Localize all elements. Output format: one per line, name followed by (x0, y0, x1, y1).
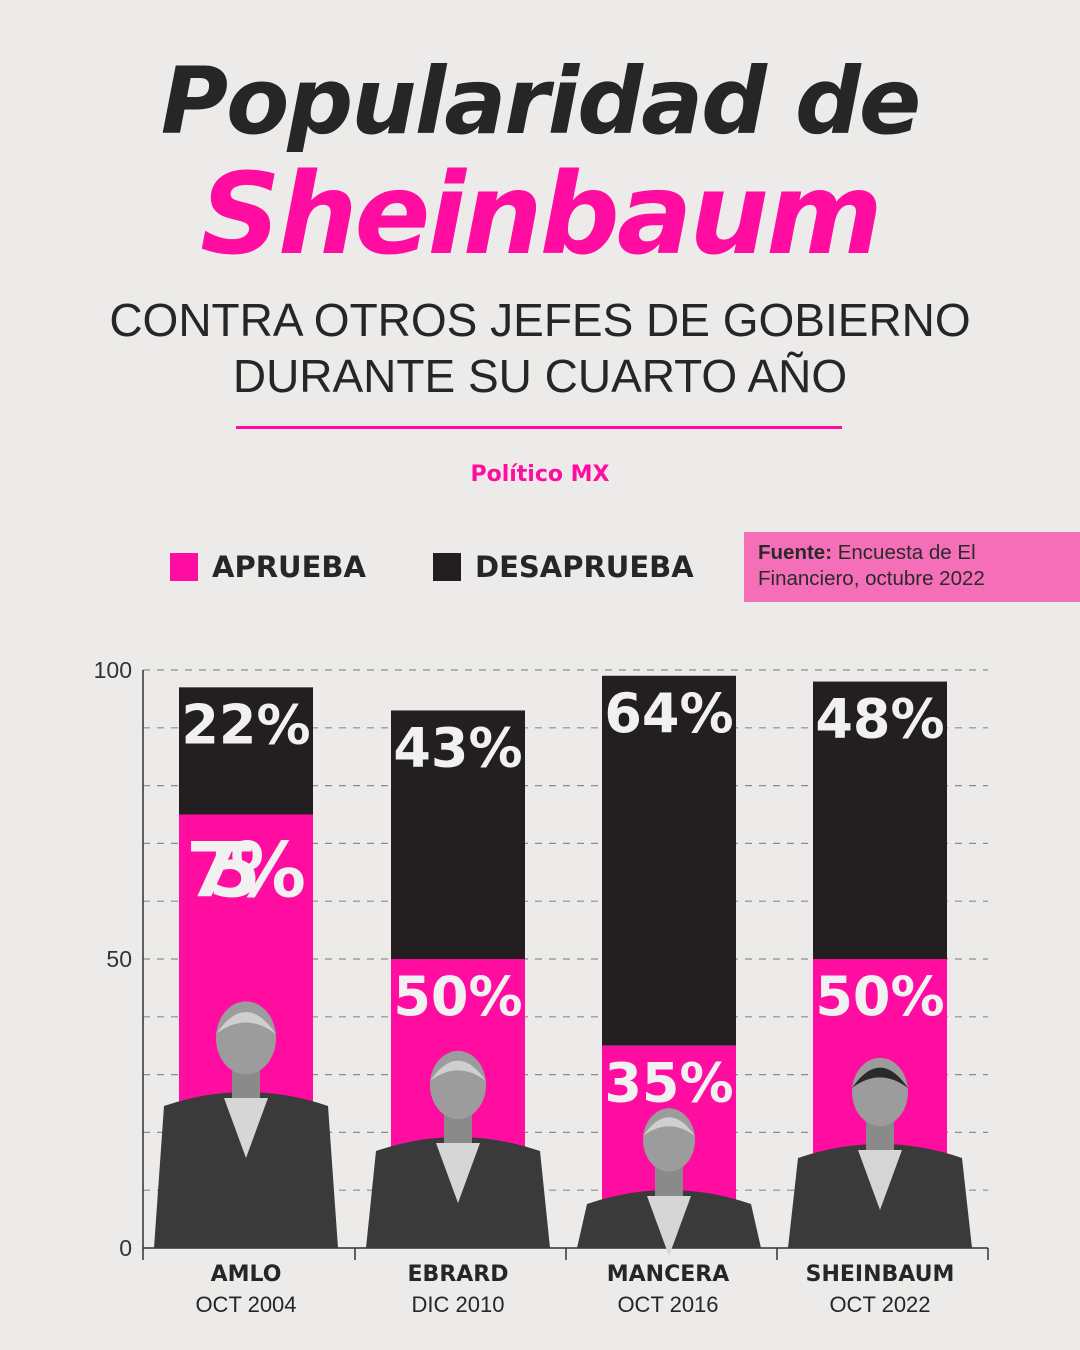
data-label-approve: 75% (186, 826, 306, 915)
subtitle-line-1: CONTRA OTROS JEFES DE GOBIERNO (109, 294, 971, 346)
subtitle: CONTRA OTROS JEFES DE GOBIERNO DURANTE S… (0, 292, 1080, 404)
portrait-hair (216, 1012, 276, 1034)
category-date: OCT 2016 (617, 1292, 719, 1317)
legend-disapprove-swatch (433, 553, 461, 581)
category-date: OCT 2004 (195, 1292, 297, 1317)
brand-name: Político MX (470, 462, 610, 487)
source-box: Fuente: Encuesta de El Financiero, octub… (744, 532, 1080, 602)
data-label-disapprove: 22% (181, 693, 310, 756)
legend-approve: APRUEBA (170, 550, 366, 584)
bar-disapprove (179, 687, 313, 815)
source-text: Encuesta de El Financiero, octubre 2022 (758, 541, 985, 590)
title-line-1: Popularidad de (160, 48, 922, 155)
portrait-shirt (647, 1196, 691, 1256)
category-name: AMLO (210, 1262, 282, 1287)
portrait-shirt (436, 1143, 480, 1203)
data-label-approve: 50% (393, 965, 522, 1028)
category-date: DIC 2010 (411, 1292, 505, 1317)
bar-disapprove (602, 675, 736, 1046)
category-date: OCT 2022 (829, 1292, 931, 1317)
subtitle-line-2: DURANTE SU CUARTO AÑO (232, 350, 848, 402)
portrait-hair (430, 1060, 486, 1081)
legend-disapprove: DESAPRUEBA (433, 550, 694, 584)
y-tick-label: 100 (94, 657, 132, 683)
legend-disapprove-label: DESAPRUEBA (475, 550, 694, 584)
portrait-photo (154, 1001, 338, 1248)
portrait-photo (788, 1057, 972, 1248)
y-tick-label: 50 (106, 946, 132, 972)
source-label: Fuente: (758, 541, 833, 564)
data-label-approve: 35% (604, 1052, 733, 1115)
bar-disapprove (813, 681, 947, 959)
category-name: EBRARD (407, 1262, 509, 1287)
data-label-disapprove: 48% (815, 688, 944, 751)
portrait-photo (577, 1108, 761, 1256)
data-label-disapprove: 64% (604, 682, 733, 745)
bar-disapprove (391, 710, 525, 959)
category-name: SHEINBAUM (805, 1262, 955, 1287)
portrait-shirt (224, 1098, 268, 1158)
portrait-hair (852, 1067, 908, 1088)
legend-approve-label: APRUEBA (212, 550, 366, 584)
data-label-approve: 50% (815, 965, 944, 1028)
title-line-2: Sheinbaum (200, 150, 883, 280)
legend-approve-swatch (170, 553, 198, 581)
y-tick-label: 0 (119, 1235, 132, 1261)
portrait-hair (643, 1117, 695, 1136)
divider (236, 426, 842, 429)
portrait-shirt (858, 1150, 902, 1210)
portrait-body (154, 1092, 338, 1248)
data-label-disapprove: 43% (393, 716, 522, 779)
category-name: MANCERA (606, 1262, 730, 1287)
portrait-photo (366, 1050, 550, 1248)
